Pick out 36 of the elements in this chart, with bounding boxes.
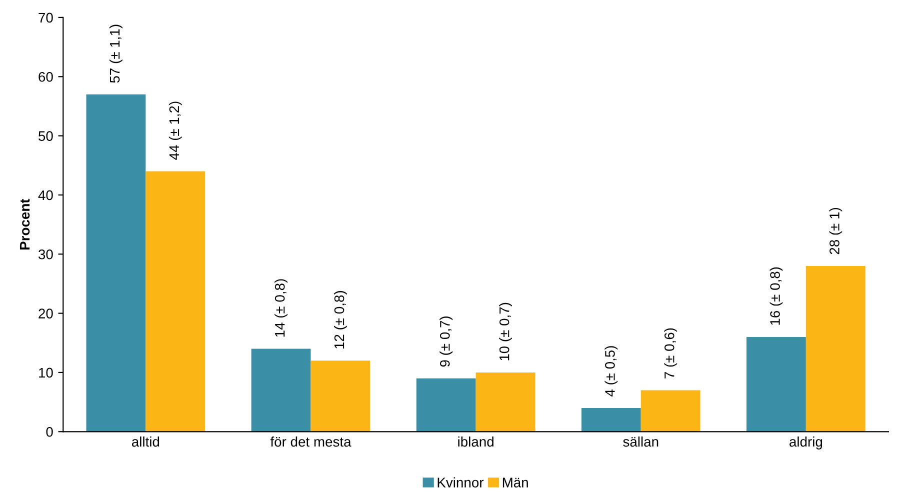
bar [806, 266, 866, 432]
data-label: 57 (± 1,1) [109, 24, 122, 83]
y-tick-label: 40 [38, 190, 53, 200]
y-axis-title: Procent [20, 198, 30, 250]
legend-label: Kvinnor [438, 477, 484, 488]
y-tick-label: 50 [38, 131, 53, 141]
bar [416, 378, 476, 432]
data-label: 9 (± 0,7) [440, 316, 453, 367]
data-label: 14 (± 0,8) [274, 279, 288, 337]
x-tick-label: ibland [458, 436, 494, 447]
y-tick-label: 0 [46, 426, 53, 437]
x-tick-label: sällan [623, 436, 658, 447]
x-tick-label: alltid [132, 436, 160, 447]
y-tick-label: 10 [39, 368, 53, 378]
y-tick-label: 70 [38, 12, 53, 23]
bar [746, 336, 806, 432]
x-tick-label: aldrig [790, 436, 822, 450]
data-label: 10 (± 0,7) [499, 302, 512, 360]
data-label: 7 (± 0,6) [664, 328, 678, 378]
data-label: 44 (± 1,2) [168, 102, 182, 160]
data-label: 12 (± 0,8) [334, 291, 347, 348]
bar [640, 390, 700, 432]
bar [251, 348, 311, 432]
bar [146, 171, 206, 432]
data-label: 4 (± 0,5) [604, 346, 618, 397]
x-tick-label: för det mesta [270, 436, 352, 447]
data-label: 16 (± 0,8) [770, 267, 783, 325]
bar [310, 360, 370, 432]
bar [581, 408, 641, 432]
y-tick-label: 30 [38, 249, 53, 260]
bar [86, 94, 146, 432]
legend-label: Män [502, 478, 528, 488]
y-tick-label: 20 [38, 308, 53, 318]
data-label: 28 (± 1) [829, 208, 842, 254]
y-tick-label: 60 [38, 72, 53, 82]
bar [476, 372, 536, 432]
